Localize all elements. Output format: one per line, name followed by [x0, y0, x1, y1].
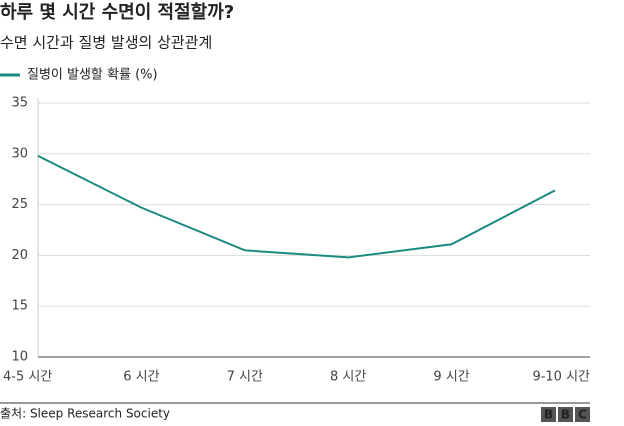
- chart-title: 하루 몇 시간 수면이 적절할까?: [0, 1, 234, 23]
- logo-letter: B: [561, 408, 570, 422]
- y-tick-label: 20: [11, 248, 28, 263]
- x-tick-label: 8 시간: [330, 370, 366, 385]
- y-tick-label: 15: [11, 299, 28, 314]
- chart-subtitle: 수면 시간과 질병 발생의 상관관계: [0, 34, 212, 52]
- legend-label: 질병이 발생할 확률 (%): [27, 68, 158, 83]
- x-tick-label: 4-5 시간: [3, 370, 52, 385]
- logo-box: [575, 407, 590, 422]
- logo-letter: C: [578, 408, 587, 422]
- x-tick-label: 6 시간: [123, 370, 159, 385]
- x-tick-label: 9 시간: [433, 370, 469, 385]
- logo-letter: B: [544, 408, 553, 422]
- logo-box: [558, 407, 573, 422]
- y-tick-label: 35: [11, 96, 28, 111]
- source: 출처: Sleep Research Society: [0, 407, 170, 421]
- y-tick-label: 30: [11, 146, 28, 161]
- y-tick-label: 10: [11, 350, 28, 365]
- x-tick-label: 9-10 시간: [532, 370, 590, 385]
- y-tick-label: 25: [11, 197, 28, 212]
- logo-box: [541, 407, 556, 422]
- x-tick-label: 7 시간: [227, 370, 263, 385]
- data-line: [37, 154, 556, 259]
